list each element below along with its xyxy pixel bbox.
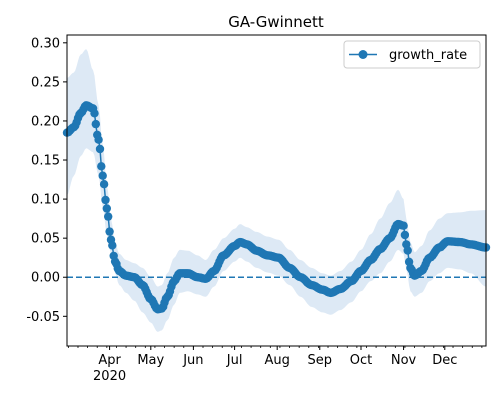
y-tick-label: 0.00 [31, 271, 60, 286]
confidence-band [67, 49, 486, 332]
y-tick-label: 0.25 [31, 75, 60, 90]
x-tick-label: Jun [182, 353, 203, 368]
legend: growth_rate [343, 40, 481, 69]
growth-rate-points [62, 101, 491, 314]
x-tick-label: Nov [391, 353, 417, 368]
plot-area [62, 49, 491, 332]
x-tick-label: Aug [264, 353, 289, 368]
data-point [97, 162, 106, 171]
data-point [99, 180, 109, 189]
data-point [399, 221, 408, 230]
x-tick-label: Jul [226, 353, 243, 368]
x-tick-label: Dec [432, 353, 457, 368]
data-point [90, 109, 99, 118]
legend-box [343, 40, 481, 69]
x-tick-label: Apr [98, 353, 121, 368]
data-point [104, 212, 113, 221]
data-point [95, 144, 105, 154]
data-point [101, 195, 110, 205]
data-point [98, 171, 107, 180]
y-tick-label: 0.20 [31, 114, 60, 129]
data-point [400, 230, 410, 240]
x-tick-year-label: 2020 [93, 369, 126, 384]
data-point [105, 227, 114, 236]
y-tick-label: 0.05 [31, 232, 60, 247]
data-point [94, 135, 103, 144]
y-tick-label: 0.30 [31, 36, 60, 51]
y-tick-label: 0.10 [31, 193, 60, 208]
axes-frame [66, 34, 487, 347]
legend-label: growth_rate [389, 48, 467, 63]
data-point [403, 246, 412, 255]
x-tick-label: Oct [350, 353, 372, 368]
data-point [91, 119, 101, 129]
y-axis: -0.05 0.00 0.05 0.10 0.15 0.20 0.25 0.30 [26, 36, 67, 325]
chart-title: GA-Gwinnett [228, 13, 324, 31]
x-tick-label: Sep [308, 353, 333, 368]
y-tick-label: -0.05 [26, 310, 60, 325]
data-point [108, 241, 117, 250]
legend-marker [358, 50, 368, 59]
y-tick-label: 0.15 [31, 154, 60, 169]
x-tick-label: May [137, 353, 164, 368]
data-point [102, 204, 112, 213]
